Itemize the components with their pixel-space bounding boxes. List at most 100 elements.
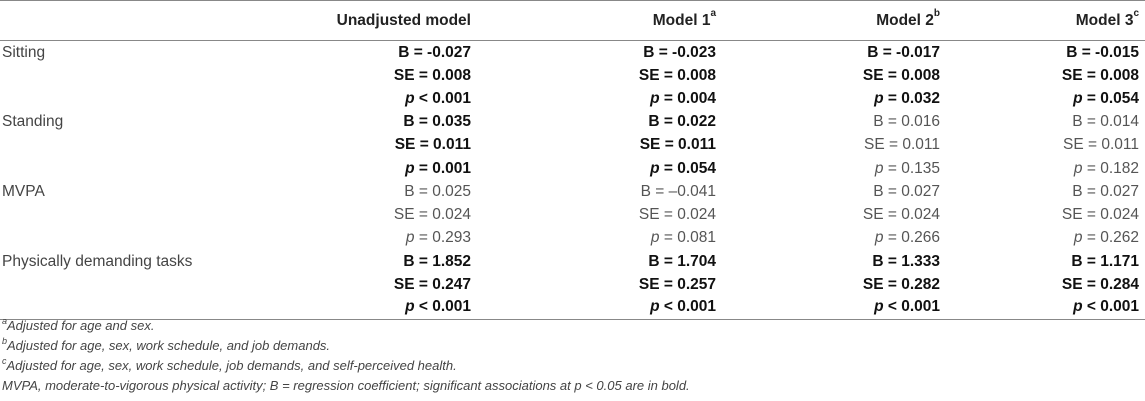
row-label-empty <box>0 157 236 180</box>
standard-error-cell: SE = 0.257 <box>638 275 716 293</box>
p-symbol: p <box>874 297 884 315</box>
footnote: bAdjusted for age, sex, work schedule, a… <box>2 336 1142 356</box>
header-row: Unadjusted model Model 1a Model 2b Model… <box>0 0 1145 41</box>
row-label-empty <box>0 87 236 110</box>
header-model-2: Model 2b <box>722 0 946 41</box>
standard-error-cell: SE = 0.011 <box>639 136 716 154</box>
table-row: p < 0.001 p = 0.004 p = 0.032 p = 0.054 <box>0 87 1145 110</box>
coefficient-cell: B = 0.027 <box>1072 182 1139 200</box>
coefficient-cell: B = 1.852 <box>403 252 471 270</box>
p-symbol: p <box>1073 159 1083 177</box>
standard-error-cell: SE = 0.008 <box>638 66 716 84</box>
p-symbol: p <box>1073 89 1083 107</box>
table-row: Standing B = 0.035 B = 0.022 B = 0.016 B = 0… <box>0 110 1145 133</box>
p-value-cell: p = 0.182 <box>946 157 1145 180</box>
p-symbol: p <box>650 159 660 177</box>
p-value-cell: p = 0.293 <box>236 227 477 250</box>
p-value-cell: p < 0.001 <box>236 296 477 321</box>
p-value-cell: p < 0.001 <box>946 296 1145 321</box>
p-value-text: = 0.266 <box>883 229 940 247</box>
row-label-empty <box>0 227 236 250</box>
p-symbol: p <box>1073 297 1083 315</box>
row-label-empty <box>0 203 236 226</box>
footnote-text: Adjusted for age, sex, work schedule, jo… <box>6 358 457 373</box>
footnote: MVPA, moderate-to-vigorous physical acti… <box>2 376 1142 396</box>
p-value-text: = 0.135 <box>883 159 940 177</box>
p-symbol: p <box>650 89 660 107</box>
p-value-cell: p = 0.032 <box>722 87 946 110</box>
footnote: aAdjusted for age and sex. <box>2 316 1142 336</box>
p-symbol: p <box>874 229 884 247</box>
standard-error-cell: SE = 0.282 <box>862 275 940 293</box>
standard-error-cell: SE = 0.024 <box>638 206 716 224</box>
p-value-text: < 0.001 <box>659 297 716 315</box>
coefficient-cell: B = -0.015 <box>1066 43 1139 61</box>
table-row: p = 0.001 p = 0.054 p = 0.135 p = 0.182 <box>0 157 1145 180</box>
coefficient-cell: B = -0.023 <box>643 43 716 61</box>
coefficient-cell: B = -0.027 <box>398 43 471 61</box>
p-value-text: = 0.001 <box>414 159 471 177</box>
footnote-marker: c <box>2 355 7 366</box>
coefficient-cell: B = 1.333 <box>872 252 940 270</box>
footnote-marker: b <box>2 335 8 346</box>
footnote-text: Adjusted for age, sex, work schedule, an… <box>7 338 331 353</box>
row-label-empty <box>0 64 236 87</box>
p-value-text: < 0.001 <box>414 297 471 315</box>
standard-error-cell: SE = 0.011 <box>1063 136 1139 154</box>
coefficient-cell: B = –0.041 <box>640 182 716 200</box>
coefficient-cell: B = 0.022 <box>648 113 716 131</box>
table-row: Sitting B = -0.027 B = -0.023 B = -0.017 B =… <box>0 41 1145 64</box>
standard-error-cell: SE = 0.011 <box>394 136 471 154</box>
footnote-marker: a <box>2 315 8 326</box>
row-label: Physically demanding tasks <box>2 252 193 270</box>
p-value-text: < 0.001 <box>1082 297 1139 315</box>
p-symbol: p <box>650 229 660 247</box>
coefficient-cell: B = 1.704 <box>648 252 716 270</box>
coefficient-cell: B = 0.016 <box>873 113 940 131</box>
header-empty <box>0 0 236 41</box>
p-value-cell: p = 0.054 <box>946 87 1145 110</box>
p-symbol: p <box>1073 229 1083 247</box>
p-symbol: p <box>874 89 884 107</box>
table-row: MVPA B = 0.025 B = –0.041 B = 0.027 B = 0.02… <box>0 180 1145 203</box>
coefficient-cell: B = 0.014 <box>1072 113 1139 131</box>
p-value-text: = 0.081 <box>659 229 716 247</box>
coefficient-cell: B = 0.035 <box>403 113 471 131</box>
p-value-cell: p < 0.001 <box>477 296 722 321</box>
table-row: p = 0.293 p = 0.081 p = 0.266 p = 0.262 <box>0 227 1145 250</box>
footnote-text: MVPA, moderate-to-vigorous physical acti… <box>2 378 690 393</box>
p-value-text: = 0.054 <box>659 159 716 177</box>
p-value-text: = 0.054 <box>1082 89 1139 107</box>
p-symbol: p <box>405 159 415 177</box>
header-model-3: Model 3c <box>946 0 1145 41</box>
table-row: p < 0.001 p < 0.001 p < 0.001 p < 0.001 <box>0 296 1145 321</box>
table-row: Physically demanding tasks B = 1.852 B = 1… <box>0 250 1145 273</box>
p-value-cell: p = 0.054 <box>477 157 722 180</box>
p-value-text: < 0.001 <box>883 297 940 315</box>
p-symbol: p <box>405 297 415 315</box>
p-value-text: < 0.001 <box>414 89 471 107</box>
p-value-cell: p = 0.135 <box>722 157 946 180</box>
row-label: Standing <box>2 113 64 131</box>
results-table: Unadjusted model Model 1a Model 2b Model… <box>0 0 1145 321</box>
p-value-text: = 0.004 <box>659 89 716 107</box>
standard-error-cell: SE = 0.024 <box>862 206 940 224</box>
row-label-empty <box>0 273 236 296</box>
table-row: SE = 0.008 SE = 0.008 SE = 0.008 SE = 0.008 <box>0 64 1145 87</box>
row-label-empty <box>0 296 236 321</box>
p-symbol: p <box>405 229 415 247</box>
p-value-text: = 0.182 <box>1082 159 1139 177</box>
p-value-cell: p = 0.001 <box>236 157 477 180</box>
standard-error-cell: SE = 0.024 <box>393 206 471 224</box>
coefficient-cell: B = -0.017 <box>867 43 940 61</box>
p-symbol: p <box>874 159 884 177</box>
standard-error-cell: SE = 0.284 <box>1061 275 1139 293</box>
footnote-text: Adjusted for age and sex. <box>7 318 155 333</box>
footnote: cAdjusted for age, sex, work schedule, j… <box>2 356 1142 376</box>
p-symbol: p <box>650 297 660 315</box>
table-footnotes: aAdjusted for age and sex. bAdjusted for … <box>2 316 1142 396</box>
standard-error-cell: SE = 0.024 <box>1061 206 1139 224</box>
p-value-cell: p = 0.081 <box>477 227 722 250</box>
row-label: MVPA <box>2 182 45 200</box>
